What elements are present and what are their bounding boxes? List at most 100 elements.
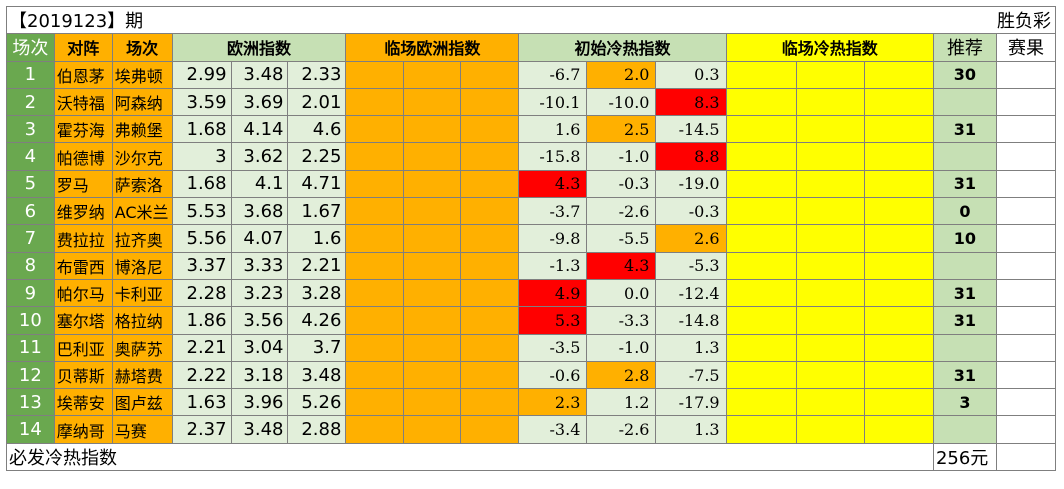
away-team: 阿森纳	[111, 87, 173, 117]
heat-index: -9.8	[518, 224, 588, 253]
away-team: 卡利亚	[111, 278, 173, 308]
euro-odds-win: 1.86	[171, 306, 232, 335]
euro-odds-draw: 3.04	[230, 333, 289, 362]
match-row: 10 塞尔塔 格拉纳 1.86 3.56 4.26 5.3 -3.3 -14.8 31	[6, 306, 1057, 335]
live-euro-cell	[460, 251, 520, 280]
live-euro-cell	[345, 333, 405, 362]
live-heat-cell	[863, 360, 934, 390]
live-heat-cell	[863, 278, 934, 308]
heat-index: 1.2	[586, 388, 657, 417]
live-euro-cell	[460, 142, 520, 171]
recommend-value: 30	[932, 60, 997, 89]
live-heat-cell	[795, 251, 865, 280]
header-live-heat: 临场冷热指数	[725, 33, 934, 62]
result-cell	[995, 142, 1057, 171]
result-cell	[995, 388, 1057, 417]
header-recommend: 推荐	[932, 33, 997, 62]
heat-index: 2.6	[655, 224, 727, 253]
result-cell	[995, 115, 1057, 144]
live-heat-cell	[725, 251, 797, 280]
result-cell	[995, 169, 1057, 199]
match-row: 4 帕德博 沙尔克 3 3.62 2.25 -15.8 -1.0 8.8	[6, 142, 1057, 171]
heat-index: 2.5	[586, 115, 657, 144]
heat-index: -3.4	[518, 415, 588, 444]
heat-index: -19.0	[655, 169, 727, 199]
heat-index: -1.0	[586, 333, 657, 362]
lottery-sheet: 【2019123】期 胜负彩 场次 对阵 场次 欧洲指数 临场欧洲指数 初始冷热…	[5, 5, 1057, 472]
header-matchup-2: 场次	[111, 33, 173, 62]
live-euro-cell	[460, 197, 520, 226]
recommend-value: 3	[932, 388, 997, 417]
heat-index: 4.3	[586, 251, 657, 280]
live-heat-cell	[795, 142, 865, 171]
result-cell	[995, 224, 1057, 253]
home-team: 塞尔塔	[53, 306, 113, 335]
live-euro-cell	[460, 169, 520, 199]
heat-index: -3.7	[518, 197, 588, 226]
euro-odds-win: 1.68	[171, 115, 232, 144]
euro-odds-loss: 4.6	[287, 115, 347, 144]
live-heat-cell	[863, 169, 934, 199]
live-heat-cell	[795, 115, 865, 144]
euro-odds-win: 3.37	[171, 251, 232, 280]
recommend-value: 31	[932, 278, 997, 308]
live-heat-cell	[725, 169, 797, 199]
header-euro-odds: 欧洲指数	[171, 33, 347, 62]
live-heat-cell	[863, 142, 934, 171]
live-euro-cell	[345, 169, 405, 199]
match-row: 6 维罗纳 AC米兰 5.53 3.68 1.67 -3.7 -2.6 -0.3 0	[6, 197, 1057, 226]
recommend-value	[932, 87, 997, 117]
euro-odds-loss: 1.6	[287, 224, 347, 253]
euro-odds-draw: 3.68	[230, 197, 289, 226]
result-cell	[995, 87, 1057, 117]
home-team: 巴利亚	[53, 333, 113, 362]
live-euro-cell	[403, 306, 462, 335]
euro-odds-loss: 1.67	[287, 197, 347, 226]
euro-odds-loss: 2.88	[287, 415, 347, 444]
home-team: 贝蒂斯	[53, 360, 113, 390]
result-cell	[995, 306, 1057, 335]
away-team: 赫塔费	[111, 360, 173, 390]
euro-odds-draw: 3.23	[230, 278, 289, 308]
recommend-value: 10	[932, 224, 997, 253]
game-type: 胜负彩	[518, 5, 1056, 35]
heat-index: 4.9	[518, 278, 588, 308]
heat-index: -3.3	[586, 306, 657, 335]
match-row: 5 罗马 萨索洛 1.68 4.1 4.71 4.3 -0.3 -19.0 31	[6, 169, 1057, 199]
result-cell	[995, 251, 1057, 280]
result-cell	[995, 415, 1057, 444]
away-team: 图卢兹	[111, 388, 173, 417]
live-euro-cell	[403, 197, 462, 226]
live-euro-cell	[460, 87, 520, 117]
away-team: 马赛	[111, 415, 173, 444]
match-row: 2 沃特福 阿森纳 3.59 3.69 2.01 -10.1 -10.0 8.3	[6, 87, 1057, 117]
heat-index: -14.5	[655, 115, 727, 144]
match-number: 14	[6, 415, 55, 444]
live-euro-cell	[345, 415, 405, 444]
away-team: 弗赖堡	[111, 115, 173, 144]
away-team: 沙尔克	[111, 142, 173, 171]
live-euro-cell	[345, 224, 405, 253]
heat-index: -0.3	[586, 169, 657, 199]
header-result: 赛果	[995, 33, 1057, 62]
live-heat-cell	[863, 197, 934, 226]
live-heat-cell	[863, 115, 934, 144]
live-heat-cell	[863, 224, 934, 253]
heat-index: -5.3	[655, 251, 727, 280]
euro-odds-draw: 3.56	[230, 306, 289, 335]
euro-odds-draw: 3.96	[230, 388, 289, 417]
header-no: 场次	[6, 33, 55, 62]
heat-index: 1.3	[655, 415, 727, 444]
match-number: 9	[6, 278, 55, 308]
live-euro-cell	[403, 87, 462, 117]
match-number: 5	[6, 169, 55, 199]
heat-index: 5.3	[518, 306, 588, 335]
live-euro-cell	[403, 278, 462, 308]
home-team: 维罗纳	[53, 197, 113, 226]
live-euro-cell	[345, 60, 405, 89]
match-number: 13	[6, 388, 55, 417]
euro-odds-draw: 3.48	[230, 415, 289, 444]
live-euro-cell	[345, 197, 405, 226]
live-heat-cell	[863, 333, 934, 362]
period-title: 【2019123】期	[5, 5, 519, 35]
